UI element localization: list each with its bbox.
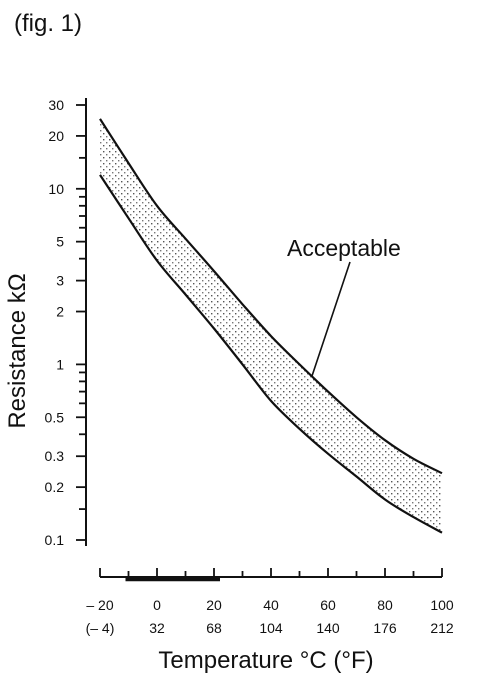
x-tick-label-fahrenheit: (– 4) [86,620,115,636]
acceptable-label: Acceptable [287,235,401,261]
y-tick-label: 0.2 [45,479,65,495]
y-tick-label: 5 [56,234,64,250]
x-tick-label-fahrenheit: 140 [316,620,340,636]
annotation-layer: Acceptable [287,235,401,378]
y-tick-label: 30 [48,97,64,113]
y-tick-label: 0.1 [45,532,65,548]
lower-limit-curve [99,174,443,534]
acceptable-band-layer [100,118,442,533]
x-tick-label-celsius: 80 [377,597,393,613]
x-tick-label-fahrenheit: 68 [206,620,222,636]
x-tick-label-fahrenheit: 176 [373,620,397,636]
x-tick-label-fahrenheit: 212 [430,620,454,636]
x-tick-layer: – 20 (– 4) 0 32 20 68 40 104 60 140 80 176 100 212 [86,568,454,636]
y-tick-label: 0.3 [45,448,65,464]
y-tick-label: 10 [48,181,64,197]
figure-label: (fig. 1) [14,10,82,37]
x-tick-label-celsius: 0 [153,597,161,613]
x-axis-title: Temperature °C (°F) [158,647,373,674]
y-tick-label: 20 [48,128,64,144]
acceptable-leader-line [310,261,351,378]
x-tick-label-fahrenheit: 32 [149,620,165,636]
y-tick-layer: 30 20 10 5 3 2 1 0.5 0.3 0.2 0.1 [45,97,86,548]
x-tick-label-celsius: 40 [263,597,279,613]
y-tick-label: 1 [56,356,64,372]
y-axis-title: Resistance kΩ [4,273,31,428]
upper-limit-curve [99,118,443,475]
x-tick-label-celsius: 100 [430,597,454,613]
curve-layer [99,118,443,534]
x-tick-label-fahrenheit: 104 [259,620,283,636]
y-tick-label: 2 [56,304,64,320]
y-tick-label: 3 [56,273,64,289]
y-tick-label: 0.5 [45,409,65,425]
x-tick-label-celsius: 20 [206,597,222,613]
x-tick-label-celsius: – 20 [86,597,113,613]
acceptable-band [100,118,442,533]
x-tick-label-celsius: 60 [320,597,336,613]
